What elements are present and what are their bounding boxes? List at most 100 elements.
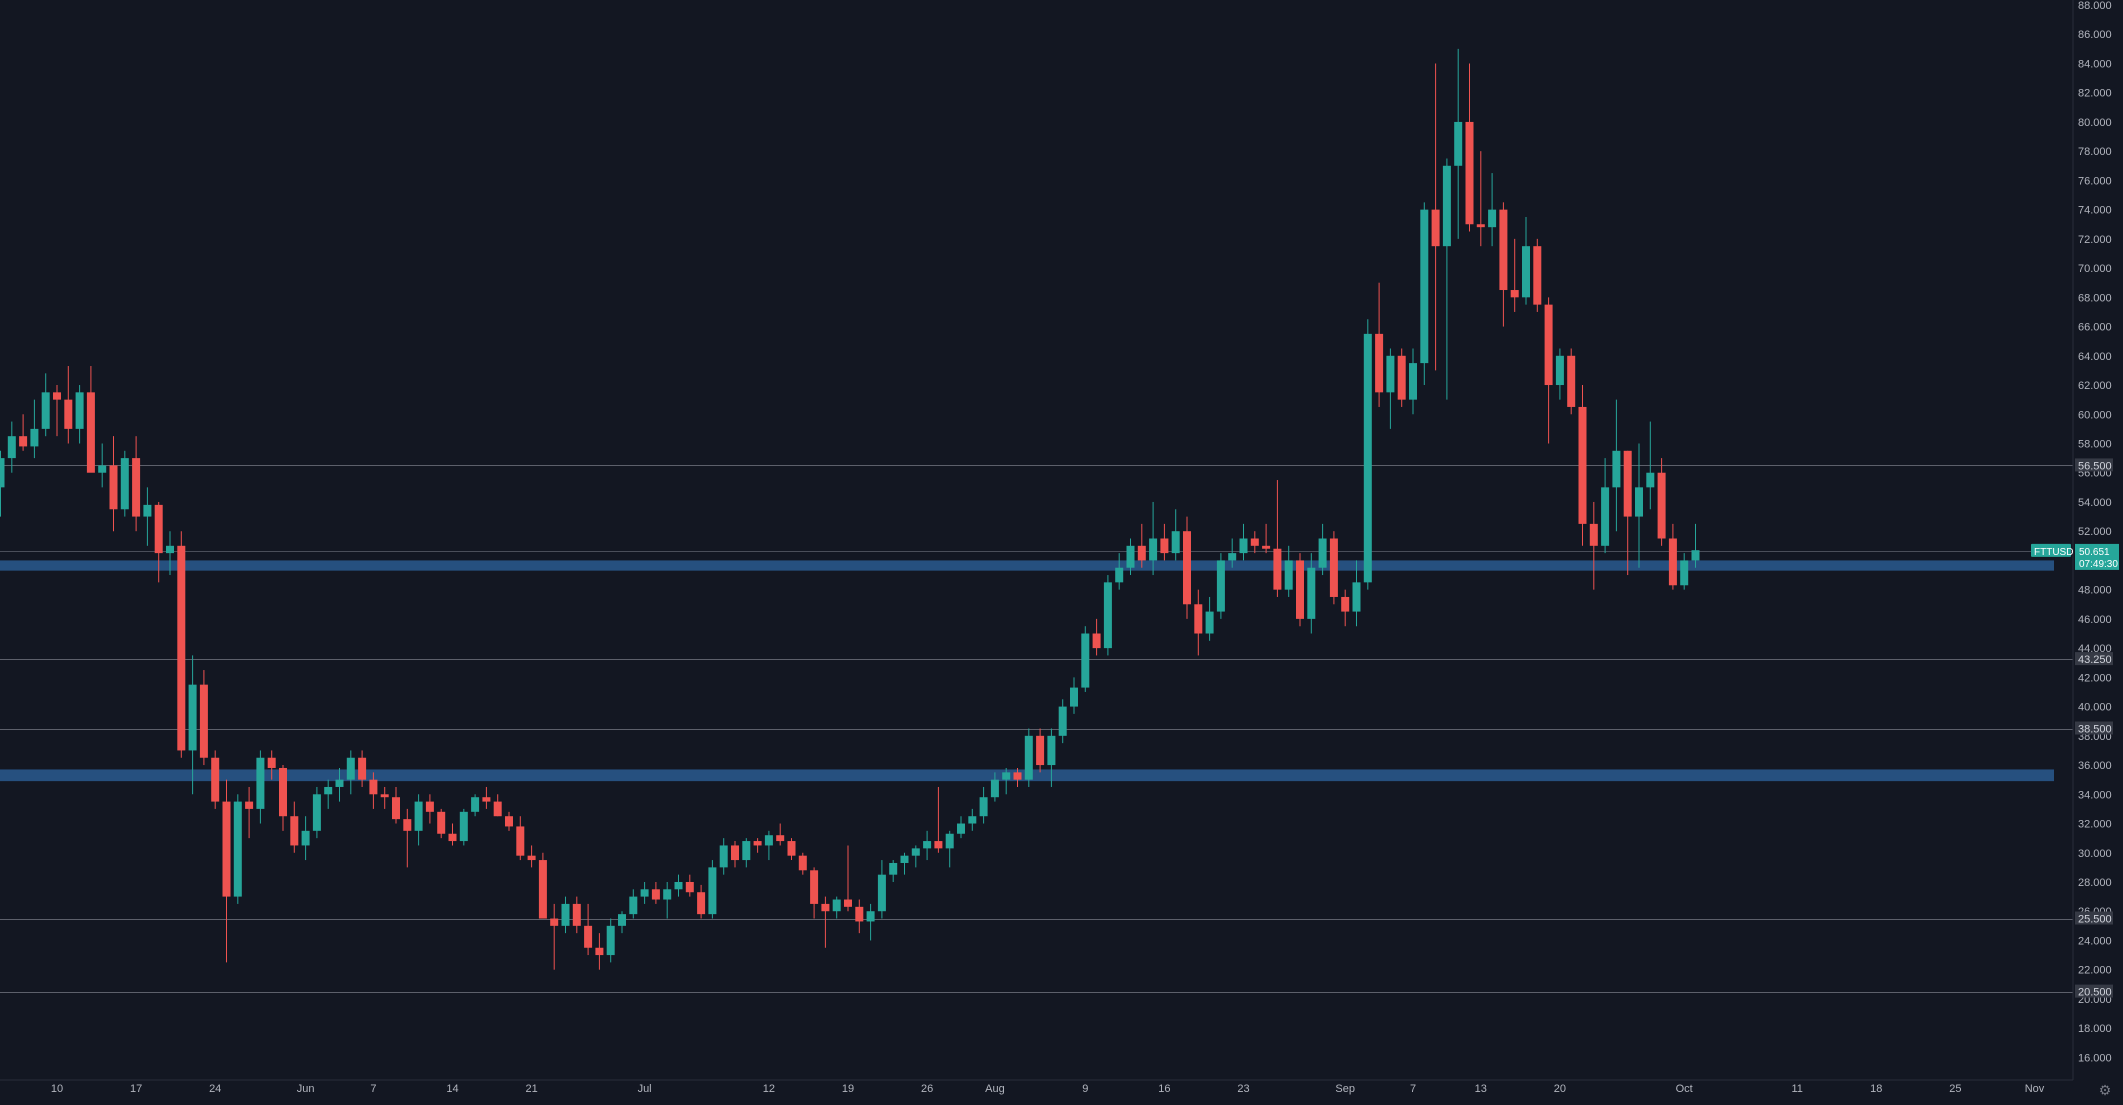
candle-body bbox=[731, 845, 739, 861]
date-tick-label: Jun bbox=[297, 1083, 315, 1095]
candle-body bbox=[505, 816, 513, 827]
gear-icon[interactable]: ⚙ bbox=[2098, 1082, 2112, 1098]
candle-body bbox=[550, 918, 559, 926]
candle-body bbox=[41, 392, 50, 429]
candle-body bbox=[1386, 355, 1395, 393]
candle-body bbox=[279, 767, 287, 817]
candle-body bbox=[1499, 209, 1508, 291]
candle-body bbox=[1024, 735, 1033, 780]
level-label-box bbox=[2075, 721, 2113, 735]
candle-body bbox=[1250, 538, 1259, 546]
price-tick-label: 58.000 bbox=[2078, 438, 2112, 450]
symbol-tag-box bbox=[2031, 543, 2071, 557]
date-tick-label: 10 bbox=[51, 1083, 63, 1095]
horizontal-levels bbox=[0, 465, 2073, 993]
candle-body bbox=[1420, 209, 1429, 364]
candle-body bbox=[900, 855, 909, 863]
candle-body bbox=[979, 797, 988, 817]
candle-body bbox=[471, 797, 480, 812]
candle-body bbox=[75, 392, 84, 429]
candle-body bbox=[1555, 355, 1564, 386]
price-axis[interactable]: 16.00018.00020.00022.00024.00026.00028.0… bbox=[2078, 0, 2112, 1064]
level-label-text: 43.250 bbox=[2078, 654, 2112, 666]
candle-body bbox=[1601, 487, 1610, 546]
date-tick-label: 25 bbox=[1949, 1083, 1961, 1095]
date-tick-label: 19 bbox=[842, 1083, 854, 1095]
candle-body bbox=[1668, 538, 1677, 586]
candle-body bbox=[312, 794, 321, 831]
candle-body bbox=[911, 848, 920, 856]
candle-body bbox=[1341, 596, 1350, 612]
price-tick-label: 40.000 bbox=[2078, 702, 2112, 714]
candle-body bbox=[1409, 363, 1417, 400]
date-tick-label: Sep bbox=[1335, 1083, 1355, 1095]
date-tick-label: Aug bbox=[985, 1083, 1005, 1095]
candle-body bbox=[392, 797, 400, 820]
candle-body bbox=[584, 925, 593, 948]
candle-body bbox=[1454, 121, 1463, 166]
date-tick-label: 17 bbox=[130, 1083, 142, 1095]
candle-body bbox=[753, 841, 762, 846]
candle-body bbox=[776, 835, 785, 842]
candle-body bbox=[821, 903, 830, 912]
candle-body bbox=[256, 757, 265, 809]
date-tick-label: 16 bbox=[1158, 1083, 1170, 1095]
candle-body bbox=[222, 801, 231, 897]
level-label-box bbox=[2075, 911, 2113, 925]
price-tick-label: 88.000 bbox=[2078, 0, 2112, 12]
candle-body bbox=[1228, 553, 1237, 561]
price-tick-label: 24.000 bbox=[2078, 935, 2112, 947]
price-tick-label: 84.000 bbox=[2078, 58, 2112, 70]
candle-body bbox=[482, 797, 491, 802]
level-label-box bbox=[2075, 984, 2113, 998]
candle-body bbox=[86, 392, 95, 473]
date-tick-label: 24 bbox=[209, 1083, 221, 1095]
candle-body bbox=[990, 779, 999, 798]
candle-body bbox=[1510, 290, 1519, 298]
price-tick-label: 60.000 bbox=[2078, 409, 2112, 421]
candle-body bbox=[787, 841, 796, 856]
candle-body bbox=[132, 458, 141, 517]
candle-body bbox=[606, 925, 615, 956]
price-tick-label: 32.000 bbox=[2078, 819, 2112, 831]
candle-body bbox=[618, 914, 626, 926]
level-label-text: 20.500 bbox=[2078, 987, 2112, 999]
price-tick-label: 42.000 bbox=[2078, 672, 2112, 684]
candle-body bbox=[493, 801, 502, 817]
candle-body bbox=[1149, 538, 1158, 561]
candle-body bbox=[211, 757, 220, 802]
candle-body bbox=[98, 465, 107, 473]
date-tick-label: 20 bbox=[1554, 1083, 1566, 1095]
symbol-tag-text: FTTUSD bbox=[2034, 547, 2073, 558]
candle-body bbox=[651, 889, 660, 900]
candle-body bbox=[448, 833, 457, 842]
candle-body bbox=[1070, 687, 1078, 707]
candle-body bbox=[324, 786, 333, 795]
price-tick-label: 18.000 bbox=[2078, 1023, 2112, 1035]
zone-band bbox=[0, 560, 2054, 571]
price-tick-label: 46.000 bbox=[2078, 614, 2112, 626]
price-tick-label: 34.000 bbox=[2078, 789, 2112, 801]
candle-body bbox=[109, 465, 118, 510]
candle-body bbox=[1533, 246, 1542, 305]
candle-body bbox=[1103, 582, 1112, 649]
candle-body bbox=[233, 801, 242, 897]
date-tick-label: Jul bbox=[638, 1083, 652, 1095]
candle-body bbox=[143, 504, 152, 517]
price-tick-label: 78.000 bbox=[2078, 146, 2112, 158]
candle-body bbox=[1442, 165, 1451, 247]
candle-body bbox=[889, 862, 898, 875]
candle-body bbox=[1363, 333, 1372, 583]
candle-body bbox=[154, 504, 163, 554]
price-tick-label: 36.000 bbox=[2078, 760, 2112, 772]
time-axis[interactable]: 10 17 24 Jun 7 14 21 Jul 12 19 26 Aug 9 16 23 Sep 7 13 20 O… bbox=[51, 1083, 2045, 1095]
candle-body bbox=[53, 392, 61, 400]
candle-body bbox=[1465, 121, 1474, 225]
date-tick-label: 23 bbox=[1237, 1083, 1249, 1095]
price-tick-label: 30.000 bbox=[2078, 848, 2112, 860]
candle-body bbox=[1183, 531, 1191, 605]
price-tick-label: 54.000 bbox=[2078, 497, 2112, 509]
candle-body bbox=[437, 811, 446, 834]
